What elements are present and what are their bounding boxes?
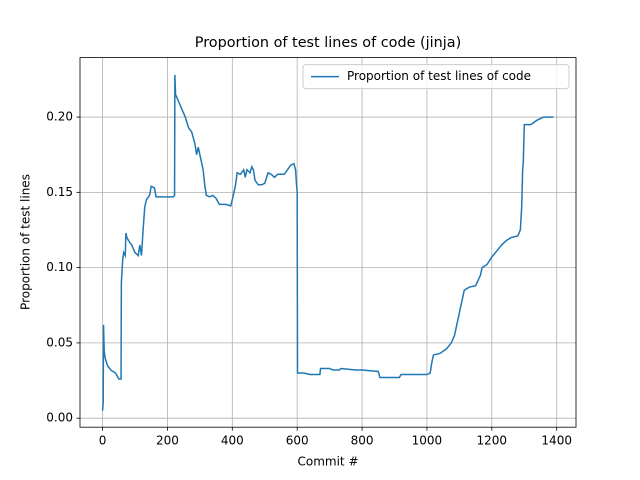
y-tick-label: 0.00 xyxy=(46,411,73,425)
x-axis-label: Commit # xyxy=(297,455,358,469)
x-tick-label: 400 xyxy=(221,434,244,448)
y-tick-label: 0.15 xyxy=(46,185,73,199)
x-tick-label: 1200 xyxy=(477,434,508,448)
y-axis-label: Proportion of test lines xyxy=(19,174,33,310)
x-tick-label: 1400 xyxy=(541,434,572,448)
y-tick-label: 0.10 xyxy=(46,260,73,274)
legend-label: Proportion of test lines of code xyxy=(347,69,531,83)
y-tick-label: 0.05 xyxy=(46,335,73,349)
legend: Proportion of test lines of code xyxy=(302,64,570,90)
chart-title: Proportion of test lines of code (jinja) xyxy=(195,35,461,51)
legend-box xyxy=(302,64,570,90)
x-tick-label: 800 xyxy=(351,434,374,448)
y-tick-label: 0.20 xyxy=(46,110,73,124)
x-tick-label: 0 xyxy=(99,434,107,448)
data-line xyxy=(101,74,554,411)
x-tick-label: 600 xyxy=(286,434,309,448)
x-tick-label: 200 xyxy=(156,434,179,448)
plot-frame xyxy=(79,57,577,428)
x-tick-label: 1000 xyxy=(412,434,443,448)
